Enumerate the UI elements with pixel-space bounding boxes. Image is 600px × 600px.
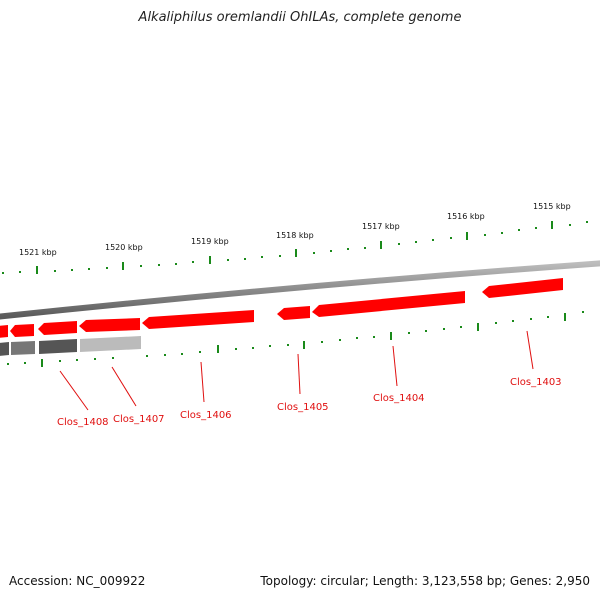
gene-arrow [277,306,310,320]
gene-label: Clos_1406 [180,410,232,421]
upper-scale [36,221,553,274]
scale-label: 1517 kbp [362,222,400,231]
label-leaders [59,330,534,411]
upper-dots [2,221,588,274]
scale-label: 1516 kbp [447,212,485,221]
gene-arrow [79,318,140,332]
gene-track [0,278,563,338]
leader-line [297,353,301,395]
leader-line [111,366,137,407]
gene-label: Clos_1408 [57,417,109,428]
accession-text: Accession: NC_009922 [9,574,146,588]
gray-gene-block [39,339,77,354]
leader-line [200,361,205,403]
gene-label: Clos_1407 [113,414,165,425]
leader-line [59,370,89,411]
scale-label: 1520 kbp [105,243,143,252]
lower-dots [7,311,584,365]
gene-label: Clos_1405 [277,402,329,413]
gene-arrow [312,291,465,317]
scale-label: 1515 kbp [533,202,571,211]
map-title: Alkaliphilus oremlandii OhILAs, complete… [138,10,462,25]
gene-arrow [482,278,563,298]
gene-arrow [142,310,254,329]
scale-label: 1519 kbp [191,237,229,246]
gray-gene-block [0,342,9,356]
gene-arrow [0,325,8,338]
gene-arrow [38,321,77,335]
leader-line [392,345,398,387]
gray-gene-track [0,336,141,356]
scale-label: 1521 kbp [19,248,57,257]
gene-label: Clos_1404 [373,393,425,404]
scale-label: 1518 kbp [276,231,314,240]
lower-scale [41,313,566,367]
gene-label: Clos_1403 [510,377,562,388]
gray-gene-block [11,341,35,355]
gray-gene-block [80,336,141,352]
genome-stats-text: Topology: circular; Length: 3,123,558 bp… [260,574,590,588]
genome-backbone [0,260,600,320]
leader-line [526,330,534,370]
gene-arrow [10,324,34,337]
